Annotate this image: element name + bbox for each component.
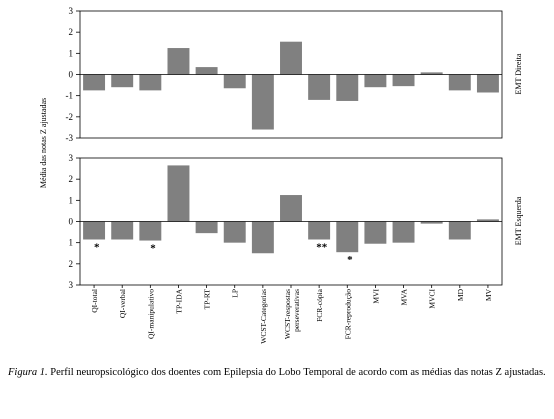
y-tick-label: 2 (69, 27, 74, 37)
bar-MVCI (420, 221, 443, 224)
category-label: WCST-respostasperseverativas (283, 289, 301, 339)
bar-LP (223, 74, 246, 89)
category-label: QI-manipulativo (146, 289, 155, 339)
category-labels: QI-total QI-verbal QI-manipulativo TP-IDA TP… (90, 285, 493, 344)
significance-marker: * (150, 243, 156, 255)
bar-MD (448, 221, 471, 240)
figure-number: Figura 1. (8, 367, 48, 378)
y-tick-label: -3 (66, 133, 74, 143)
significance-marker: * (94, 241, 100, 253)
category-label: QI-total (90, 289, 99, 313)
caption-text: Perfil neuropsicológico dos doentes com … (47, 367, 546, 378)
category-label: FCR-reprodução (343, 289, 352, 340)
y-tick-label: 2 (69, 259, 74, 269)
panel-label: EMT Direita (514, 53, 523, 94)
bar-MVCI (420, 72, 443, 75)
significance-marker: ** (316, 241, 328, 253)
y-tick-label: 3 (69, 6, 74, 16)
category-label: MD (456, 288, 465, 301)
bar-MD (448, 74, 471, 91)
bar-MVI (364, 221, 387, 244)
bar-QI-verbal (111, 74, 134, 88)
y-axis-label: Média das notas Z ajustadas (39, 98, 48, 188)
bar-TP-RT (195, 221, 218, 234)
y-tick-label: 1 (69, 195, 74, 205)
category-label: MV (484, 288, 493, 301)
bar-MVA (392, 221, 415, 243)
bar-MVI (364, 74, 387, 88)
y-tick-label: -1 (66, 91, 74, 101)
panel-label: EMT Esquerda (514, 196, 523, 245)
bar-WCST-Categorias (251, 74, 274, 130)
category-label: MVA (400, 288, 409, 305)
y-tick-label: -2 (66, 112, 74, 122)
y-tick-label: 1 (69, 238, 74, 248)
bar-FCR-reprodução (336, 74, 359, 101)
y-tick-label: 3 (69, 153, 74, 163)
category-label: MVCI (428, 289, 437, 309)
bar-QI-verbal (111, 221, 134, 240)
bar-QI-total (83, 221, 106, 240)
category-label: WCST-Categorias (259, 289, 268, 344)
bar-TP-IDA (167, 165, 190, 222)
bar-QI-total (83, 74, 106, 91)
bar-FCR-cópia (308, 74, 331, 100)
category-label: QI-verbal (118, 289, 127, 318)
bar-TP-RT (195, 67, 218, 75)
bar-QI-manipulativo (139, 74, 162, 91)
bar-FCR-cópia (308, 221, 331, 240)
category-label: TP-RT (203, 289, 212, 310)
bar-TP-IDA (167, 48, 190, 75)
bar-WCST-Categorias (251, 221, 274, 254)
bar-FCR-reprodução (336, 221, 359, 253)
bar-MV (476, 219, 499, 222)
y-tick-label: 0 (69, 70, 74, 80)
significance-marker: * (347, 254, 353, 266)
bar-MVA (392, 74, 415, 87)
bar-WCST-respostas perseverativas (280, 41, 302, 75)
bar-WCST-respostas perseverativas (280, 195, 302, 222)
category-label: MVI (371, 289, 380, 304)
y-tick-label: 1 (69, 48, 74, 58)
panel-1: 3 2 1 0 -1 -2 -3 EMT Direita (66, 6, 524, 143)
figure-caption: Figura 1. Perfil neuropsicológico dos do… (8, 366, 548, 379)
category-label: LP (231, 289, 240, 298)
bar-QI-manipulativo (139, 221, 162, 241)
bar-LP (223, 221, 246, 243)
y-tick-label: 3 (69, 280, 74, 290)
category-label: FCR-cópia (315, 288, 324, 322)
category-label: TP-IDA (174, 288, 183, 313)
y-tick-label: 0 (69, 217, 74, 227)
y-tick-label: 2 (69, 174, 74, 184)
bar-MV (476, 74, 499, 93)
